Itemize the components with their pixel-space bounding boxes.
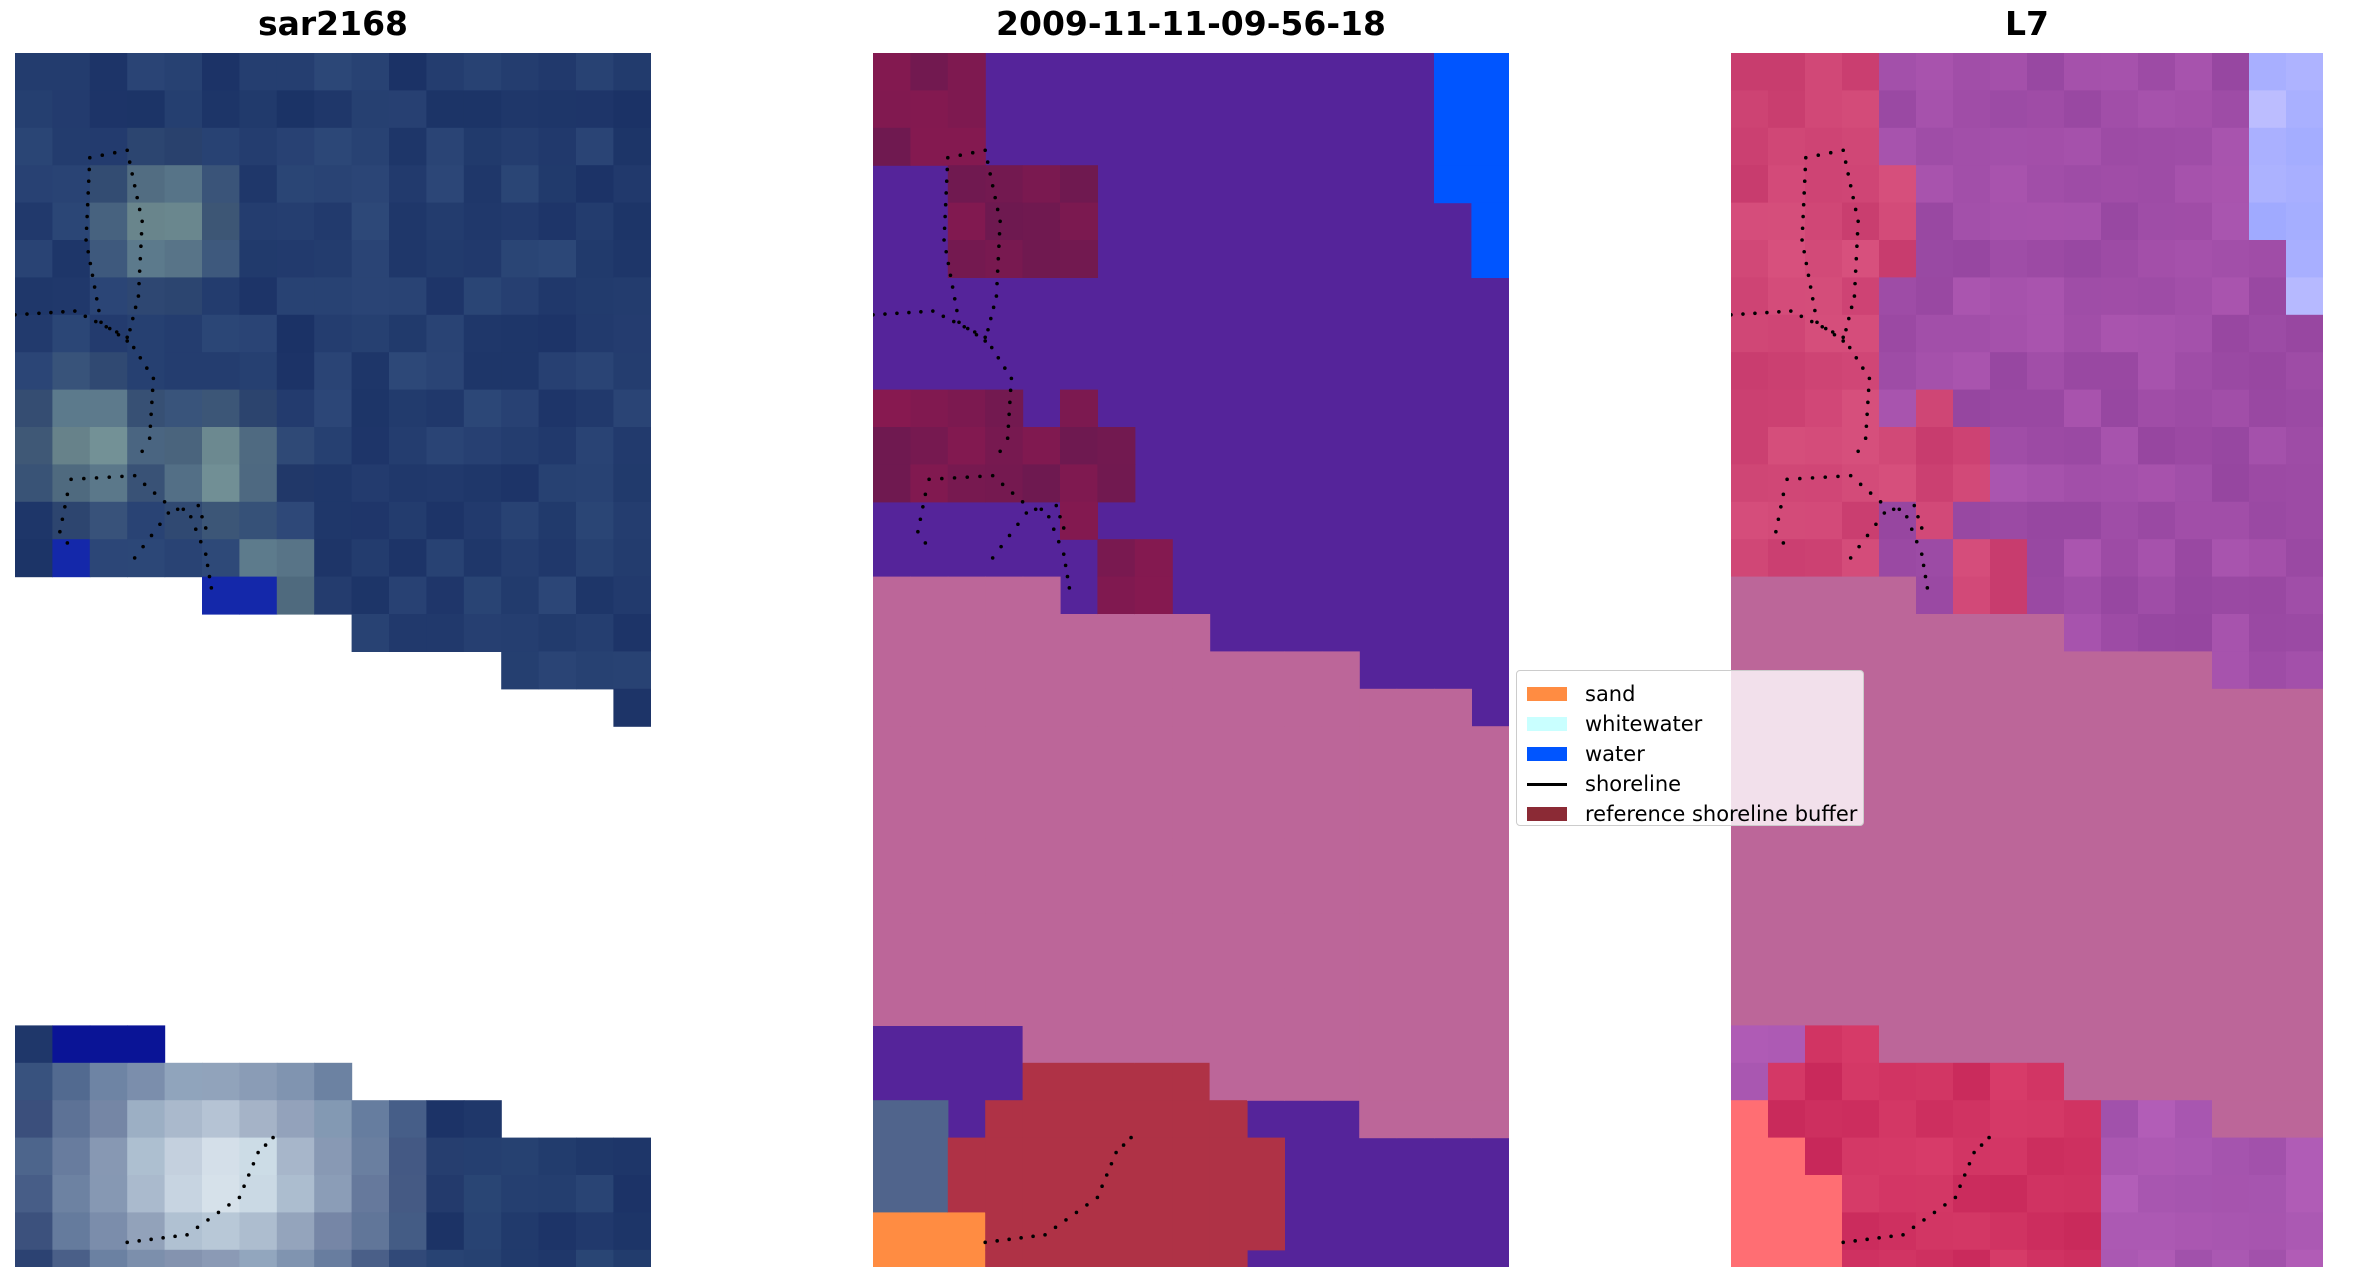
legend-item-sand: sand [1527, 679, 1853, 709]
panel-title-rgb: sar2168 [257, 4, 409, 43]
legend-label-whitewater: whitewater [1585, 712, 1703, 736]
shoreline-overlay-l7 [1731, 148, 1991, 1245]
rgb-image-panel [15, 53, 651, 1267]
legend-item-water: water [1527, 739, 1853, 769]
water-swatch [1527, 747, 1567, 761]
shoreline-overlay-rgb [15, 148, 275, 1245]
rgb-image [15, 53, 651, 1267]
legend-label-water: water [1585, 742, 1645, 766]
legend-item-whitewater: whitewater [1527, 709, 1853, 739]
l7-image [1731, 53, 2323, 1267]
legend-item-shoreline: shoreline [1527, 769, 1853, 799]
panel-title-classified: 2009-11-11-09-56-18 [996, 4, 1386, 43]
reference-buffer-swatch [1527, 807, 1567, 821]
panel-title-l7: L7 [2005, 4, 2049, 43]
sand-swatch [1527, 687, 1567, 701]
legend: sand whitewater water shoreline referenc… [1516, 670, 1864, 826]
shoreline-line-swatch [1527, 782, 1567, 786]
shoreline-overlay-classified [873, 148, 1133, 1245]
legend-label-reference-buffer: reference shoreline buffer [1585, 802, 1858, 826]
legend-label-shoreline: shoreline [1585, 772, 1682, 796]
legend-label-sand: sand [1585, 682, 1636, 706]
l7-image-panel [1731, 53, 2323, 1267]
classified-image-panel [873, 53, 1509, 1267]
whitewater-swatch [1527, 717, 1567, 731]
legend-item-reference-buffer: reference shoreline buffer [1527, 799, 1857, 829]
classified-image [873, 53, 1509, 1267]
